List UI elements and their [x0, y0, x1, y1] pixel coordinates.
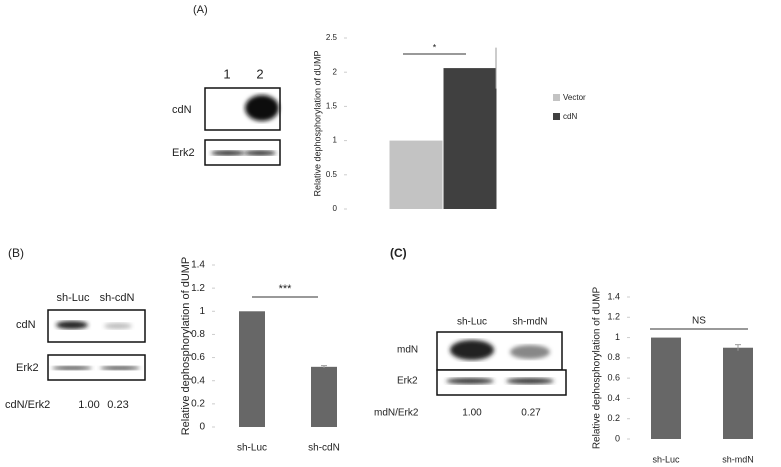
x-tick-label: sh-Luc [237, 443, 267, 454]
bar [389, 140, 443, 209]
y-tick-label: 0.5 [326, 170, 338, 179]
band [52, 366, 92, 370]
y-tick-label: 1.2 [191, 283, 205, 294]
lane-label: sh-mdN [512, 317, 547, 328]
band [56, 321, 88, 329]
annotation: * [433, 42, 437, 52]
y-tick-label: 0.6 [191, 352, 205, 363]
lane-label: sh-cdN [100, 292, 135, 304]
lane-label: sh-Luc [56, 292, 90, 304]
panel-label: (C) [390, 246, 407, 260]
y-tick-label: 1 [199, 306, 205, 317]
panel-label: (A) [193, 4, 208, 16]
row-label: cdN [172, 104, 192, 116]
y-tick-label: 2.5 [326, 33, 338, 42]
ratio-value: 1.00 [78, 399, 99, 411]
annotation: *** [279, 283, 293, 295]
y-tick-label: 1 [615, 332, 620, 342]
band [506, 378, 554, 384]
band [104, 323, 132, 329]
band [211, 150, 245, 156]
y-axis-label: Relative dephosphorylation of dUMP [180, 257, 192, 436]
y-tick-label: 0 [333, 204, 338, 213]
lane-label: 1 [223, 66, 230, 81]
row-label: cdN [16, 319, 36, 331]
row-label: Erk2 [172, 147, 195, 159]
ratio-value: 1.00 [462, 408, 482, 419]
y-tick-label: 0.8 [191, 329, 205, 340]
row-label: Erk2 [397, 376, 418, 387]
row-label: Erk2 [16, 362, 39, 374]
y-tick-label: 0.4 [191, 375, 205, 386]
ratio-value: 0.27 [521, 408, 541, 419]
y-tick-label: 1.2 [607, 312, 620, 322]
row-label: mdN [397, 345, 418, 356]
y-tick-label: 0.8 [607, 352, 620, 362]
x-tick-label: sh-Luc [652, 454, 680, 464]
panel-label: (B) [8, 246, 24, 260]
y-tick-label: 1.4 [191, 260, 205, 271]
lane-label: 2 [256, 66, 263, 81]
y-tick-label: 0.6 [607, 373, 620, 383]
lane-label: sh-Luc [457, 317, 487, 328]
legend-label: Vector [563, 93, 586, 102]
ratio-label: mdN/Erk2 [374, 408, 419, 419]
band [510, 345, 550, 359]
ratio-label: cdN/Erk2 [5, 399, 50, 411]
bar [311, 366, 337, 427]
band [450, 340, 494, 360]
band [100, 366, 140, 370]
y-tick-label: 1 [333, 136, 338, 145]
bar [239, 311, 265, 427]
bar [651, 337, 681, 439]
bar [723, 347, 753, 439]
x-tick-label: sh-cdN [308, 443, 340, 454]
y-tick-label: 0 [615, 433, 620, 443]
legend-label: cdN [563, 112, 577, 121]
y-tick-label: 1.5 [326, 102, 338, 111]
x-tick-label: sh-mdN [722, 454, 754, 464]
y-tick-label: 0 [199, 422, 205, 433]
band [245, 95, 279, 121]
legend-swatch [553, 113, 560, 120]
y-tick-label: 0.4 [607, 393, 620, 403]
y-tick-label: 0.2 [607, 413, 620, 423]
bar [443, 68, 497, 209]
y-tick-label: 0.2 [191, 398, 205, 409]
y-tick-label: 1.4 [607, 291, 620, 301]
y-axis-label: Relative dephosphorylation of dUMP [312, 50, 322, 196]
legend-swatch [553, 94, 560, 101]
band [244, 150, 276, 156]
ratio-value: 0.23 [107, 399, 128, 411]
band [446, 378, 494, 384]
y-tick-label: 2 [333, 67, 338, 76]
annotation: NS [692, 316, 706, 327]
y-axis-label: Relative dephosphorylation of dUMP [592, 287, 603, 450]
